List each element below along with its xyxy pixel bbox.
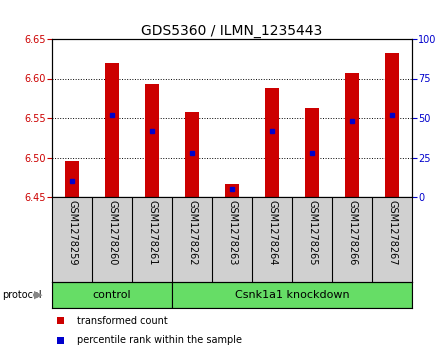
Bar <box>145 84 159 197</box>
Bar <box>52 282 172 308</box>
Text: GSM1278264: GSM1278264 <box>267 200 277 265</box>
Bar <box>185 112 199 197</box>
Bar <box>172 282 412 308</box>
Text: GSM1278263: GSM1278263 <box>227 200 237 265</box>
Bar <box>105 63 119 197</box>
Text: GSM1278260: GSM1278260 <box>107 200 117 265</box>
Text: GSM1278259: GSM1278259 <box>67 200 77 265</box>
Text: GSM1278266: GSM1278266 <box>347 200 357 265</box>
Text: ▶: ▶ <box>34 290 43 300</box>
Text: Csnk1a1 knockdown: Csnk1a1 knockdown <box>235 290 349 300</box>
Text: protocol: protocol <box>2 290 42 300</box>
Bar <box>225 184 239 197</box>
Bar <box>345 73 359 197</box>
Bar <box>305 108 319 197</box>
Title: GDS5360 / ILMN_1235443: GDS5360 / ILMN_1235443 <box>141 24 323 38</box>
Bar <box>385 53 399 197</box>
Text: GSM1278261: GSM1278261 <box>147 200 157 265</box>
Text: control: control <box>93 290 131 300</box>
Bar <box>65 162 79 197</box>
Text: transformed count: transformed count <box>77 315 168 326</box>
Text: GSM1278262: GSM1278262 <box>187 200 197 265</box>
Text: GSM1278267: GSM1278267 <box>387 200 397 265</box>
Bar <box>265 88 279 197</box>
Text: GSM1278265: GSM1278265 <box>307 200 317 265</box>
Text: percentile rank within the sample: percentile rank within the sample <box>77 335 242 346</box>
